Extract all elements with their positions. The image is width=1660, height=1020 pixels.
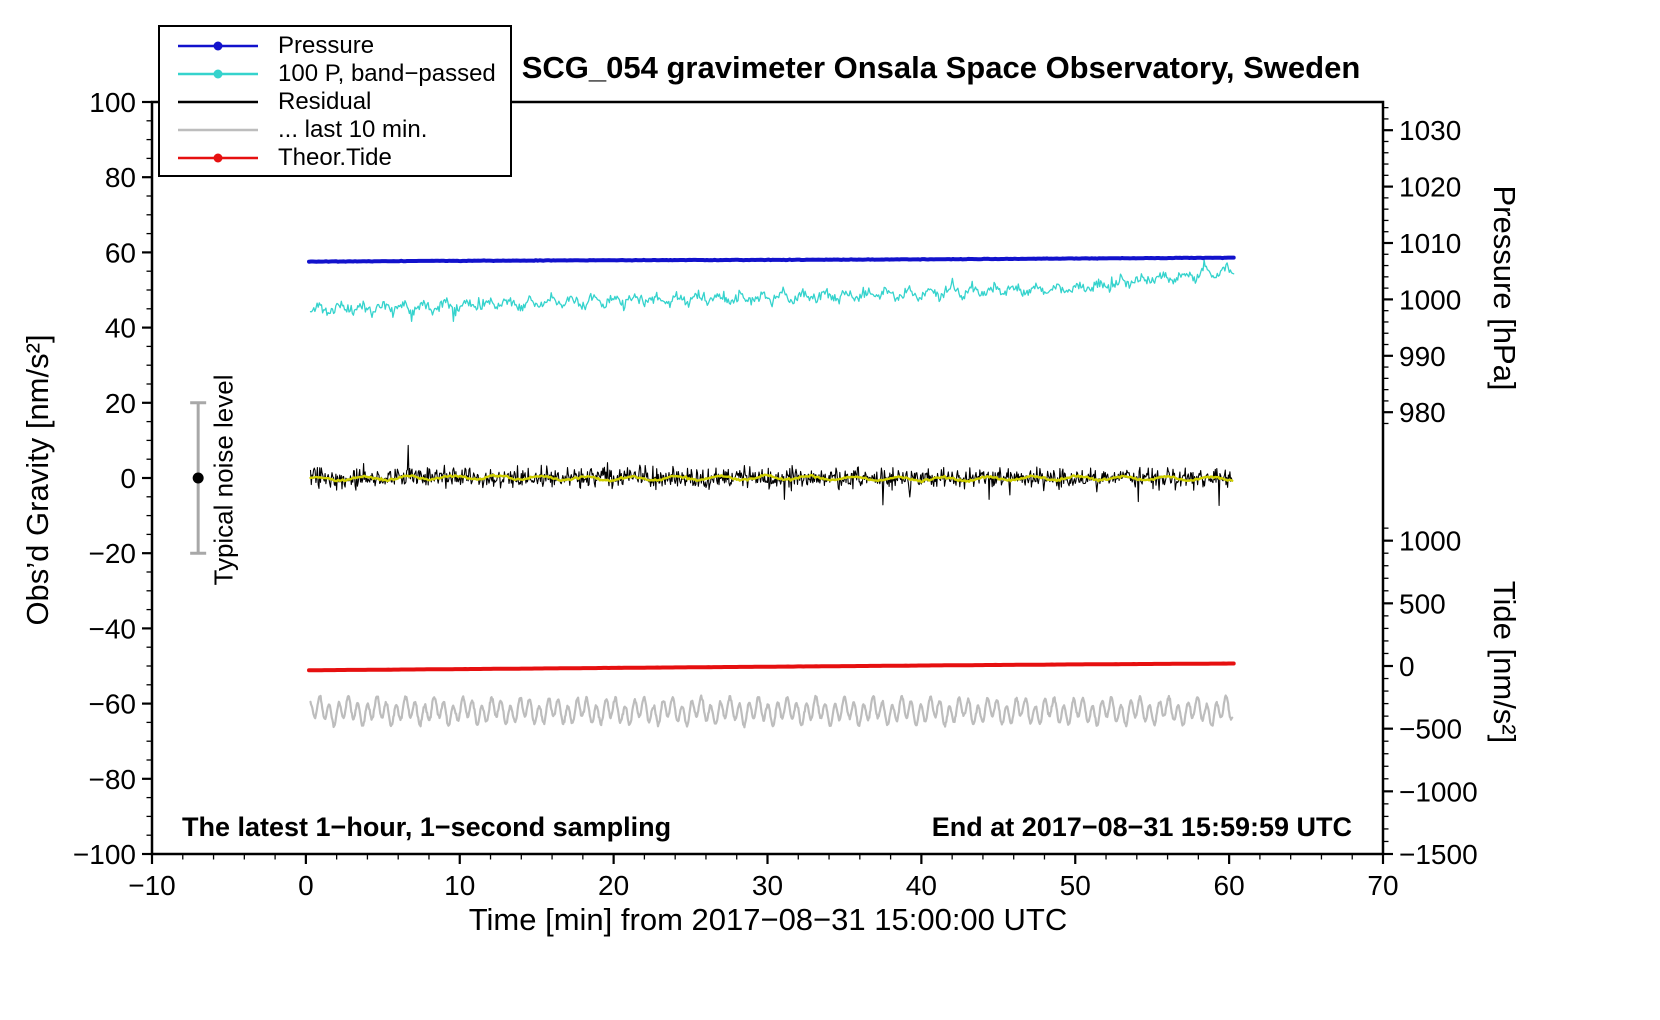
- noise-level-label: Typical noise level: [208, 374, 239, 586]
- x-tick-label: 60: [1214, 870, 1245, 901]
- x-tick-label: 10: [444, 870, 475, 901]
- noise-bar-dot: [192, 472, 204, 484]
- pressure-axis-label: Pressure [hPa]: [1487, 185, 1522, 391]
- gravity-tick-label: 40: [105, 313, 136, 344]
- legend-item-3: ... last 10 min.: [160, 116, 510, 144]
- gravity-tick-label: 0: [120, 463, 136, 494]
- page-title: SCG_054 gravimeter Onsala Space Observat…: [521, 50, 1361, 85]
- series-residual-smoothed: [309, 473, 1234, 484]
- series-pressure: [307, 255, 1236, 264]
- legend-label: Residual: [278, 88, 372, 115]
- pressure-tick-label: 980: [1399, 397, 1446, 428]
- tide-tick-label: 500: [1399, 588, 1446, 619]
- legend-item-4: Theor.Tide: [160, 144, 510, 172]
- noise-error-bar: [190, 401, 207, 555]
- x-tick-label: 30: [752, 870, 783, 901]
- end-time-annotation: End at 2017−08−31 15:59:59 UTC: [931, 812, 1352, 842]
- pressure-tick-label: 990: [1399, 341, 1446, 372]
- gravity-axis-label: Obs’d Gravity [nm/s²]: [20, 334, 55, 626]
- legend-marker-icon: [178, 41, 258, 51]
- pressure-tick-label: 1030: [1399, 115, 1461, 146]
- series-residual: [309, 444, 1233, 507]
- legend-marker-icon: [178, 153, 258, 163]
- legend-marker-icon: [178, 69, 258, 79]
- gravity-tick-label: 100: [89, 87, 136, 118]
- legend-label: ... last 10 min.: [278, 116, 428, 143]
- x-tick-label: 50: [1060, 870, 1091, 901]
- tide-tick-label: −500: [1399, 714, 1462, 745]
- series-theor-tide: [307, 661, 1236, 673]
- gravity-tick-label: −80: [89, 764, 137, 795]
- tide-axis-label: Tide [nm/s²]: [1487, 580, 1522, 744]
- gravity-tick-label: −100: [73, 839, 136, 870]
- gravity-tick-label: 20: [105, 388, 136, 419]
- gravity-tick-label: 60: [105, 237, 136, 268]
- x-tick-label: 70: [1367, 870, 1398, 901]
- legend-item-2: Residual: [160, 88, 510, 116]
- gravity-tick-label: −20: [89, 538, 137, 569]
- pressure-tick-label: 1000: [1399, 284, 1461, 315]
- legend-item-1: 100 P, band−passed: [160, 60, 510, 88]
- x-axis-label: Time [min] from 2017−08−31 15:00:00 UTC: [468, 902, 1068, 937]
- pressure-tick-label: 1020: [1399, 172, 1461, 203]
- axes-ticks: −10 0 10 20 30 40 50 60 70−100−80−60−40−20020406…: [73, 87, 1478, 901]
- pressure-tick-label: 1010: [1399, 228, 1461, 259]
- legend-marker-icon: [178, 128, 258, 132]
- gravity-tick-label: −60: [89, 689, 137, 720]
- tide-tick-label: 1000: [1399, 526, 1461, 557]
- series-residual-last-10-min: [309, 694, 1234, 729]
- series-100-p-band-passed: [309, 259, 1235, 322]
- x-tick-label: −10: [128, 870, 176, 901]
- legend: Pressure 100 P, band−passed Residual... la…: [158, 25, 512, 177]
- tide-tick-label: −1500: [1399, 839, 1478, 870]
- x-tick-label: 0: [298, 870, 314, 901]
- legend-label: Pressure: [278, 32, 375, 59]
- tide-tick-label: 0: [1399, 651, 1415, 682]
- legend-label: 100 P, band−passed: [278, 60, 496, 87]
- gravity-tick-label: −40: [89, 613, 137, 644]
- legend-marker-icon: [178, 100, 258, 104]
- legend-item-0: Pressure: [160, 32, 510, 60]
- legend-label: Theor.Tide: [278, 144, 392, 171]
- x-tick-label: 40: [906, 870, 937, 901]
- x-tick-label: 20: [598, 870, 629, 901]
- tide-tick-label: −1000: [1399, 776, 1478, 807]
- gravity-tick-label: 80: [105, 162, 136, 193]
- sampling-annotation: The latest 1−hour, 1−second sampling: [182, 812, 672, 842]
